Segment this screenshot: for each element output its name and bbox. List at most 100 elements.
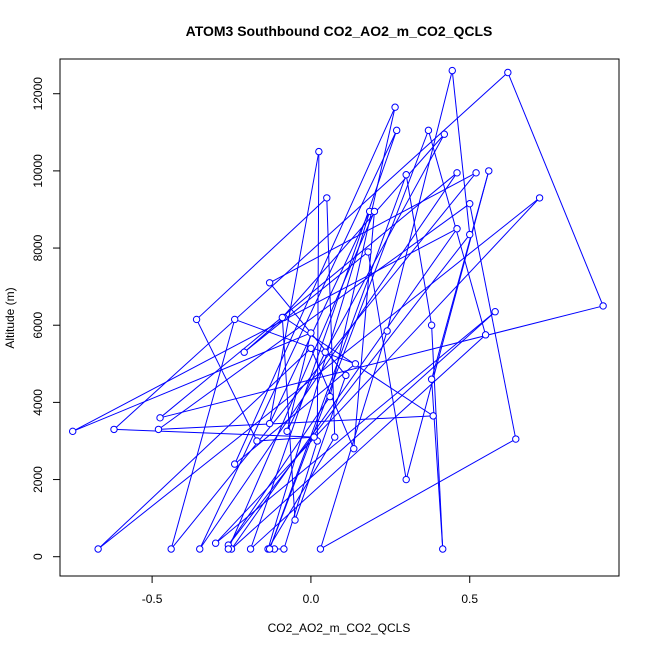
series-line-segment: [269, 282, 347, 376]
series-line-segment: [72, 228, 458, 432]
y-axis: 0 2000 4000 6000 8000 10000 12000: [31, 77, 61, 560]
x-axis-label: CO2_AO2_m_CO2_QCLS: [268, 621, 411, 635]
data-point: [192, 315, 201, 324]
data-point: [370, 207, 379, 216]
series-lines: [72, 70, 604, 550]
data-point: [350, 444, 358, 453]
series-line-segment: [72, 332, 312, 432]
x-tick-label: -0.5: [142, 592, 163, 606]
series-line-segment: [431, 379, 444, 550]
y-tick-label: 2000: [31, 466, 45, 493]
series-line-segment: [159, 172, 458, 419]
data-point: [342, 371, 350, 380]
series-line-segment: [199, 172, 458, 550]
series-line-segment: [386, 70, 453, 332]
data-point: [466, 199, 474, 208]
series-line-segment: [507, 72, 604, 307]
series-line-segment: [405, 170, 490, 480]
series-line-segment: [319, 330, 388, 550]
series-line-segment: [250, 130, 398, 550]
y-tick-label: 6000: [31, 312, 45, 339]
data-point: [427, 375, 436, 383]
data-point: [427, 321, 436, 329]
series-line-segment: [267, 211, 371, 550]
plot-area-border: [59, 58, 620, 577]
series-line-segment: [250, 334, 486, 550]
series-line-segment: [158, 203, 471, 430]
series-line-segment: [231, 228, 458, 550]
data-point: [599, 302, 607, 310]
series-line-segment: [427, 130, 487, 335]
data-point: [453, 225, 461, 233]
data-point: [278, 313, 287, 322]
data-point: [110, 425, 118, 434]
series-line-segment: [227, 211, 375, 550]
data-point: [453, 169, 461, 177]
data-point: [351, 360, 360, 368]
data-point: [326, 392, 334, 401]
data-point: [424, 126, 433, 135]
series-line-segment: [320, 438, 517, 550]
series-line-segment: [234, 107, 396, 465]
series-line-segment: [231, 311, 496, 550]
x-tick-label: 0.0: [303, 592, 320, 606]
series-line-segment: [324, 133, 445, 353]
series-line-segment: [329, 107, 396, 397]
data-point: [439, 545, 447, 553]
series-line-segment: [316, 151, 320, 441]
data-point: [307, 344, 315, 353]
data-point: [224, 545, 233, 553]
data-point: [230, 315, 239, 324]
data-point: [94, 545, 102, 553]
series-line-segment: [286, 352, 326, 432]
data-point: [310, 433, 318, 441]
series-line-segment: [97, 197, 540, 550]
series-line-segment: [367, 251, 407, 480]
series-line-segment: [159, 305, 604, 419]
data-point: [315, 147, 323, 156]
series-line-segment: [234, 318, 356, 365]
series-line-segment: [227, 234, 471, 546]
series-line-segment: [469, 203, 517, 440]
data-point: [323, 194, 331, 202]
data-point: [316, 545, 325, 553]
x-axis: -0.5 0.0 0.5: [142, 575, 478, 606]
data-point: [154, 425, 163, 434]
data-point: [230, 460, 239, 468]
series-line-segment: [215, 197, 540, 544]
data-point: [448, 66, 456, 75]
series-line-segment: [113, 428, 315, 438]
data-point: [211, 539, 220, 547]
data-point: [321, 348, 329, 356]
series-line-segment: [256, 436, 315, 442]
data-point: [504, 68, 512, 77]
data-point: [265, 545, 274, 553]
data-point: [485, 167, 493, 175]
series-line-segment: [199, 130, 398, 550]
series-points: [69, 66, 607, 553]
data-point: [265, 279, 274, 287]
y-tick-label: 10000: [31, 154, 45, 188]
series-line-segment: [269, 151, 320, 424]
data-point: [291, 516, 299, 524]
data-point: [440, 130, 449, 138]
series-line-segment: [170, 319, 236, 550]
series-line-segment: [286, 332, 312, 432]
data-point: [491, 308, 499, 316]
data-point: [535, 194, 544, 202]
data-point: [240, 348, 248, 356]
data-point: [429, 412, 437, 420]
data-point: [167, 545, 175, 553]
y-tick-label: 0: [31, 553, 45, 560]
data-point: [331, 433, 339, 441]
series-line-segment: [451, 70, 471, 235]
series-line-segment: [97, 348, 312, 550]
data-point: [481, 331, 490, 339]
data-point: [283, 427, 291, 436]
data-point: [196, 545, 204, 553]
series-line-segment: [196, 197, 328, 320]
series-line-segment: [283, 317, 434, 417]
series-line-segment: [405, 174, 433, 326]
data-point: [69, 427, 77, 436]
data-point: [512, 435, 520, 443]
